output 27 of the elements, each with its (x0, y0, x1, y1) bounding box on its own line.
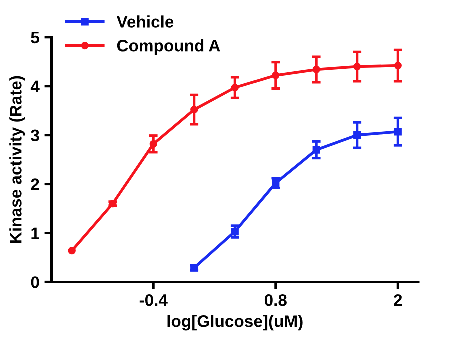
y-tick-label: 5 (31, 32, 40, 44)
y-tick-label: 0 (31, 276, 40, 288)
point (190, 264, 198, 272)
legend-label: Compound A (117, 40, 220, 56)
y-axis-title: Kinase activity (Rate) (10, 76, 26, 243)
legend-label: Vehicle (116, 16, 174, 28)
y-tick-label: 3 (31, 130, 40, 142)
y-tick-label: 4 (30, 80, 40, 92)
point (354, 132, 362, 140)
point (394, 62, 402, 70)
x-tick-label: -0.4 (140, 294, 168, 306)
point (354, 62, 362, 71)
point (272, 72, 280, 80)
point (109, 200, 117, 208)
y-tick-label: 2 (31, 178, 40, 190)
point (312, 66, 320, 74)
y-tick-label: 1 (32, 228, 40, 240)
point (394, 128, 402, 136)
point (190, 106, 198, 114)
point (150, 140, 158, 148)
point (231, 84, 239, 92)
point (231, 228, 239, 236)
x-axis-title: log[Glucose](uM) (168, 315, 303, 331)
x-tick-label: 2 (394, 294, 402, 306)
point (312, 146, 320, 154)
point (68, 247, 76, 255)
x-tick-label: 0.8 (264, 294, 287, 306)
